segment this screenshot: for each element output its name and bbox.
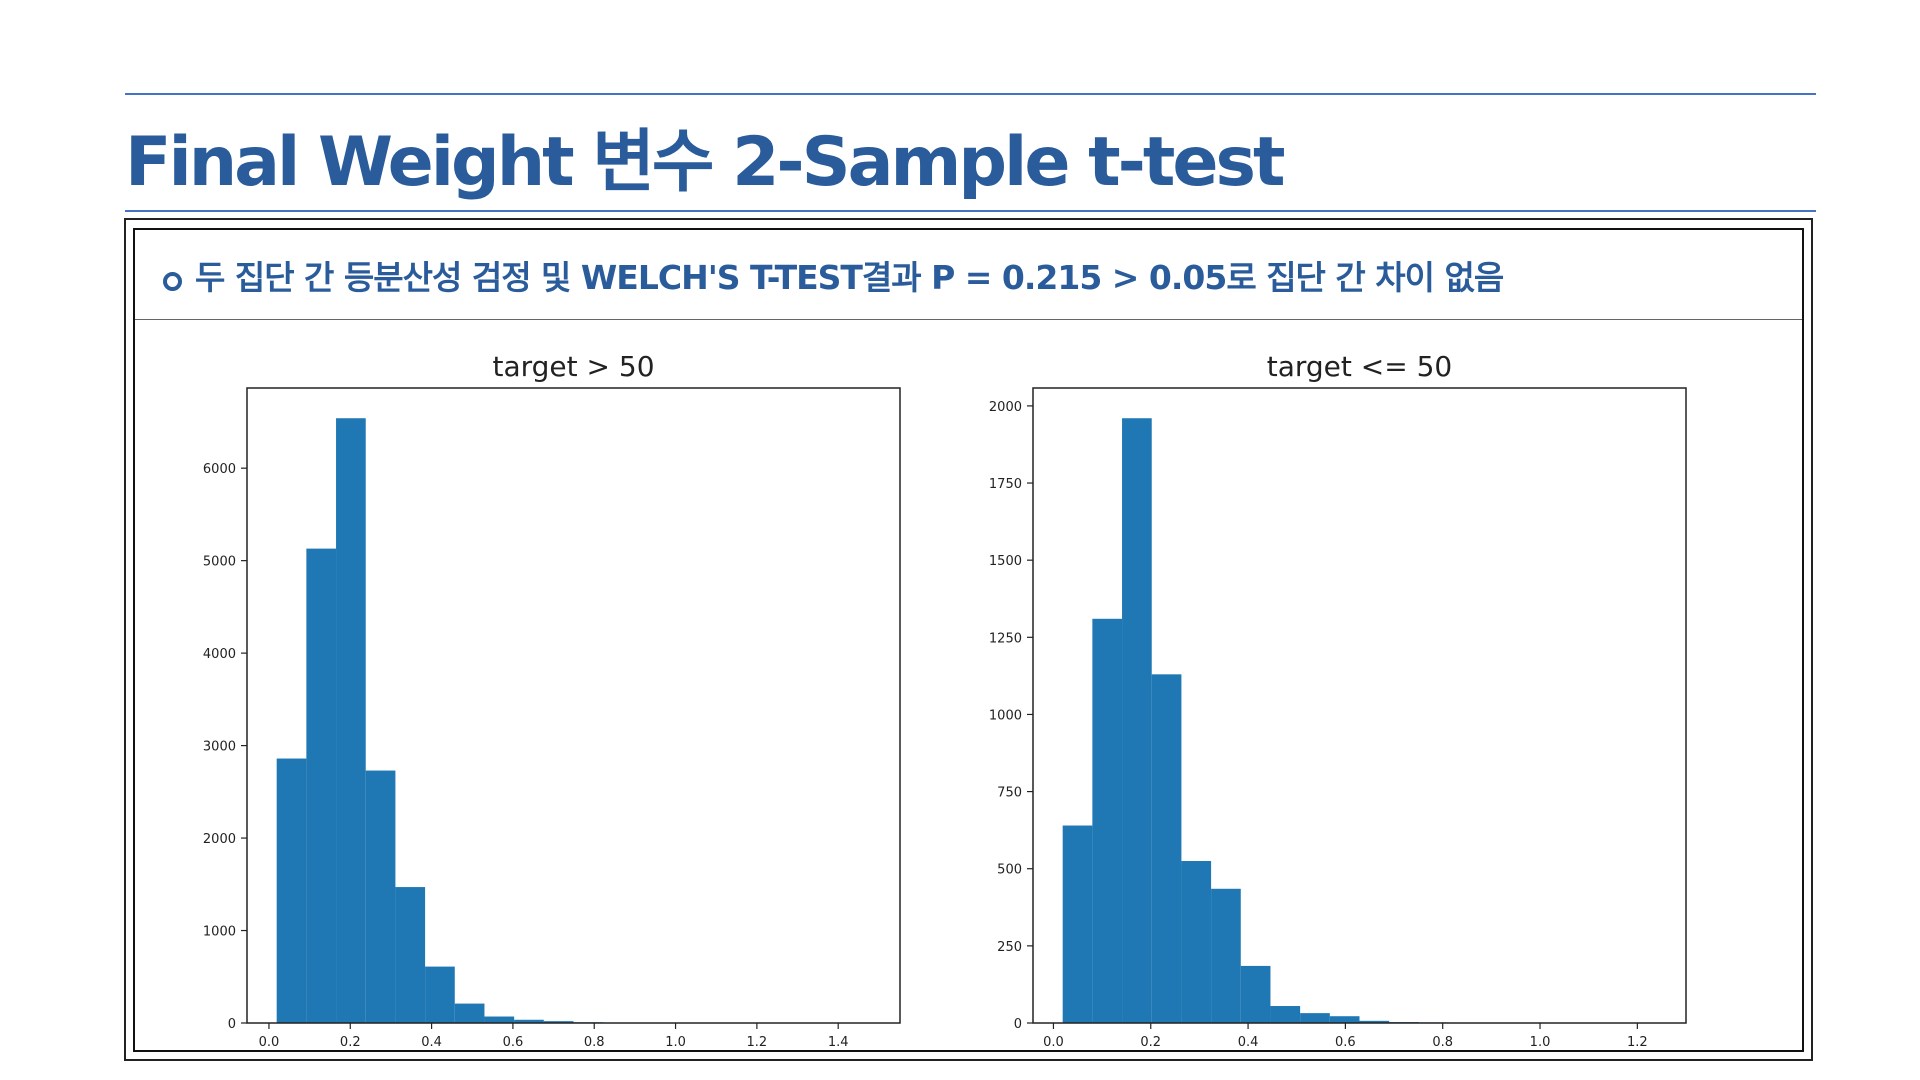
- histogram-bar: [484, 1016, 515, 1023]
- x-tick-label: 0.8: [584, 1035, 605, 1050]
- y-tick-label: 6000: [203, 462, 236, 477]
- x-tick-label: 1.4: [828, 1035, 849, 1050]
- histogram-bar: [1211, 888, 1241, 1023]
- chart-title: target > 50: [492, 350, 654, 383]
- x-tick-label: 1.0: [1530, 1035, 1551, 1050]
- histogram-bar: [1240, 965, 1271, 1023]
- histogram-bar: [1359, 1020, 1390, 1023]
- x-tick-label: 0.6: [503, 1035, 524, 1050]
- y-tick-label: 0: [1014, 1017, 1022, 1032]
- histogram-bar: [514, 1019, 544, 1023]
- histogram-bar: [1329, 1016, 1360, 1023]
- histogram-bar: [425, 966, 455, 1023]
- y-tick-label: 250: [997, 940, 1022, 955]
- y-tick-label: 1000: [203, 925, 236, 940]
- y-tick-label: 1000: [989, 708, 1022, 723]
- histogram-chart-1: target > 50 0.0 0.2 0.4 0.6 0.8 1.0 1.2 1.4 0 1000…: [203, 350, 901, 1050]
- histogram-bar: [1181, 861, 1212, 1023]
- histogram-chart-2: target <= 50 0.0 0.2 0.4 0.6 0.8 1.0 1.2 0 250 500…: [989, 350, 1687, 1050]
- x-tick-label: 1.2: [1627, 1035, 1648, 1050]
- bullet-circle-icon: [163, 272, 182, 291]
- content-frame-inner: [133, 228, 1804, 1052]
- y-tick-label: 1250: [989, 631, 1022, 646]
- title-rule: [125, 210, 1816, 212]
- x-tick-label: 0.2: [1140, 1035, 1161, 1050]
- histogram-bar: [1062, 825, 1093, 1023]
- x-tick-label: 0.4: [1238, 1035, 1259, 1050]
- chart-title: target <= 50: [1267, 350, 1453, 383]
- y-tick-label: 4000: [203, 647, 236, 662]
- top-rule: [125, 93, 1816, 95]
- summary-text: 두 집단 간 등분산성 검정 및 WELCH'S T-TEST결과 P = 0.…: [195, 258, 1504, 297]
- histogram-bar: [365, 770, 396, 1023]
- histogram-bar: [1122, 418, 1152, 1023]
- histogram-bar: [395, 887, 426, 1023]
- slide-title: Final Weight 변수 2-Sample t-test: [125, 123, 1285, 202]
- content-frame-outer: [124, 218, 1813, 1061]
- histogram-bar: [1270, 1006, 1301, 1023]
- x-tick-label: 0.2: [340, 1035, 361, 1050]
- x-tick-label: 1.0: [665, 1035, 686, 1050]
- y-tick-label: 3000: [203, 740, 236, 755]
- histogram-bar: [306, 548, 337, 1023]
- histogram-bar: [454, 1003, 485, 1023]
- plot-frame: [1032, 387, 1687, 1024]
- histogram-bar: [276, 758, 307, 1023]
- y-tick-label: 2000: [203, 832, 236, 847]
- y-tick-label: 1750: [989, 477, 1022, 492]
- histogram-bar: [1092, 618, 1123, 1023]
- histogram-bar: [1151, 674, 1182, 1023]
- x-tick-label: 0.4: [421, 1035, 442, 1050]
- summary-row: 두 집단 간 등분산성 검정 및 WELCH'S T-TEST결과 P = 0.…: [135, 230, 1802, 320]
- x-tick-label: 0.0: [1043, 1035, 1064, 1050]
- y-tick-label: 500: [997, 863, 1022, 878]
- y-tick-label: 0: [228, 1017, 236, 1032]
- histogram-bar: [1300, 1013, 1330, 1023]
- y-tick-label: 5000: [203, 555, 236, 570]
- plot-frame: [246, 387, 901, 1024]
- x-tick-label: 0.8: [1432, 1035, 1453, 1050]
- y-tick-label: 750: [997, 786, 1022, 801]
- y-tick-label: 1500: [989, 554, 1022, 569]
- histogram-bar: [336, 418, 366, 1023]
- x-tick-label: 0.6: [1335, 1035, 1356, 1050]
- y-tick-label: 2000: [989, 400, 1022, 415]
- histogram-bar: [543, 1021, 574, 1023]
- x-tick-label: 1.2: [747, 1035, 768, 1050]
- x-tick-label: 0.0: [259, 1035, 280, 1050]
